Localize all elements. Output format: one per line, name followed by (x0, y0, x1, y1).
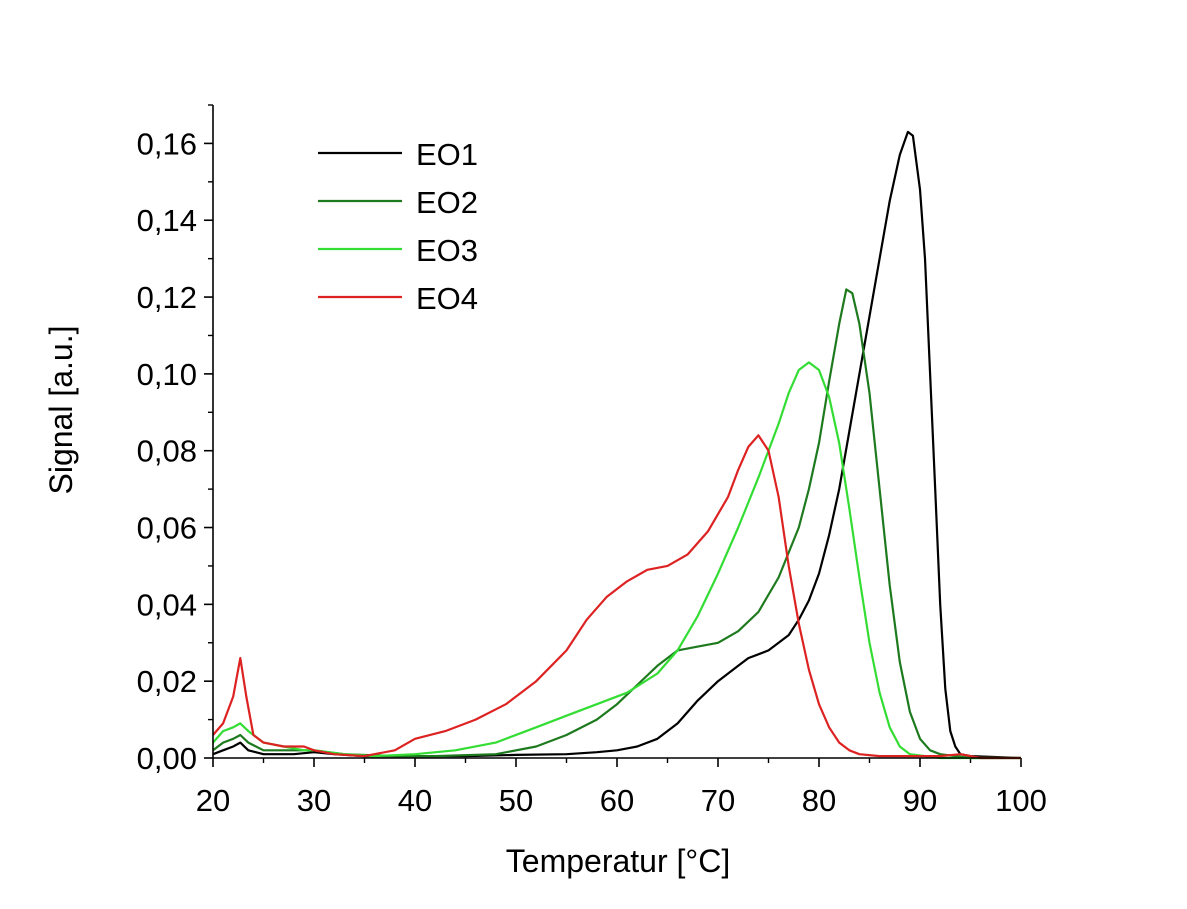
legend-label-eo4: EO4 (416, 281, 478, 316)
y-tick-label: 0,04 (137, 587, 197, 622)
x-tick-label: 90 (903, 783, 937, 818)
y-tick-label: 0,08 (137, 434, 197, 469)
axes (212, 105, 1021, 759)
legend-label-eo3: EO3 (416, 233, 478, 268)
x-tick-label: 80 (802, 783, 836, 818)
y-tick-label: 0,06 (137, 511, 197, 546)
x-tick-label: 40 (398, 783, 432, 818)
x-tick-label: 60 (600, 783, 634, 818)
y-tick-label: 0,00 (137, 741, 197, 776)
legend-label-eo1: EO1 (416, 137, 478, 172)
y-axis-ticks: 0,00 0,02 0,04 0,06 0,08 0,10 0,12 0,14 0,16 (137, 104, 213, 776)
y-tick-label: 0,16 (137, 126, 197, 161)
legend: EO1 EO2 EO3 EO4 (318, 137, 478, 316)
series-layer (212, 130, 1022, 760)
x-tick-label: 20 (196, 783, 230, 818)
x-tick-label: 70 (701, 783, 735, 818)
x-axis-title: Temperatur [°C] (506, 843, 730, 879)
y-axis-title: Signal [a.u.] (43, 326, 79, 495)
x-tick-label: 50 (499, 783, 533, 818)
x-axis-ticks: 20 30 40 50 60 70 80 90 100 (196, 758, 1047, 818)
series-line-eo2 (212, 288, 1021, 760)
y-tick-label: 0,14 (137, 203, 197, 238)
x-tick-label: 100 (995, 783, 1047, 818)
x-tick-label: 30 (297, 783, 331, 818)
series-line-eo4 (212, 434, 1021, 760)
legend-label-eo2: EO2 (416, 185, 478, 220)
y-tick-label: 0,12 (137, 280, 197, 315)
series-line-eo3 (212, 361, 1021, 760)
y-tick-label: 0,10 (137, 357, 197, 392)
y-tick-label: 0,02 (137, 664, 197, 699)
